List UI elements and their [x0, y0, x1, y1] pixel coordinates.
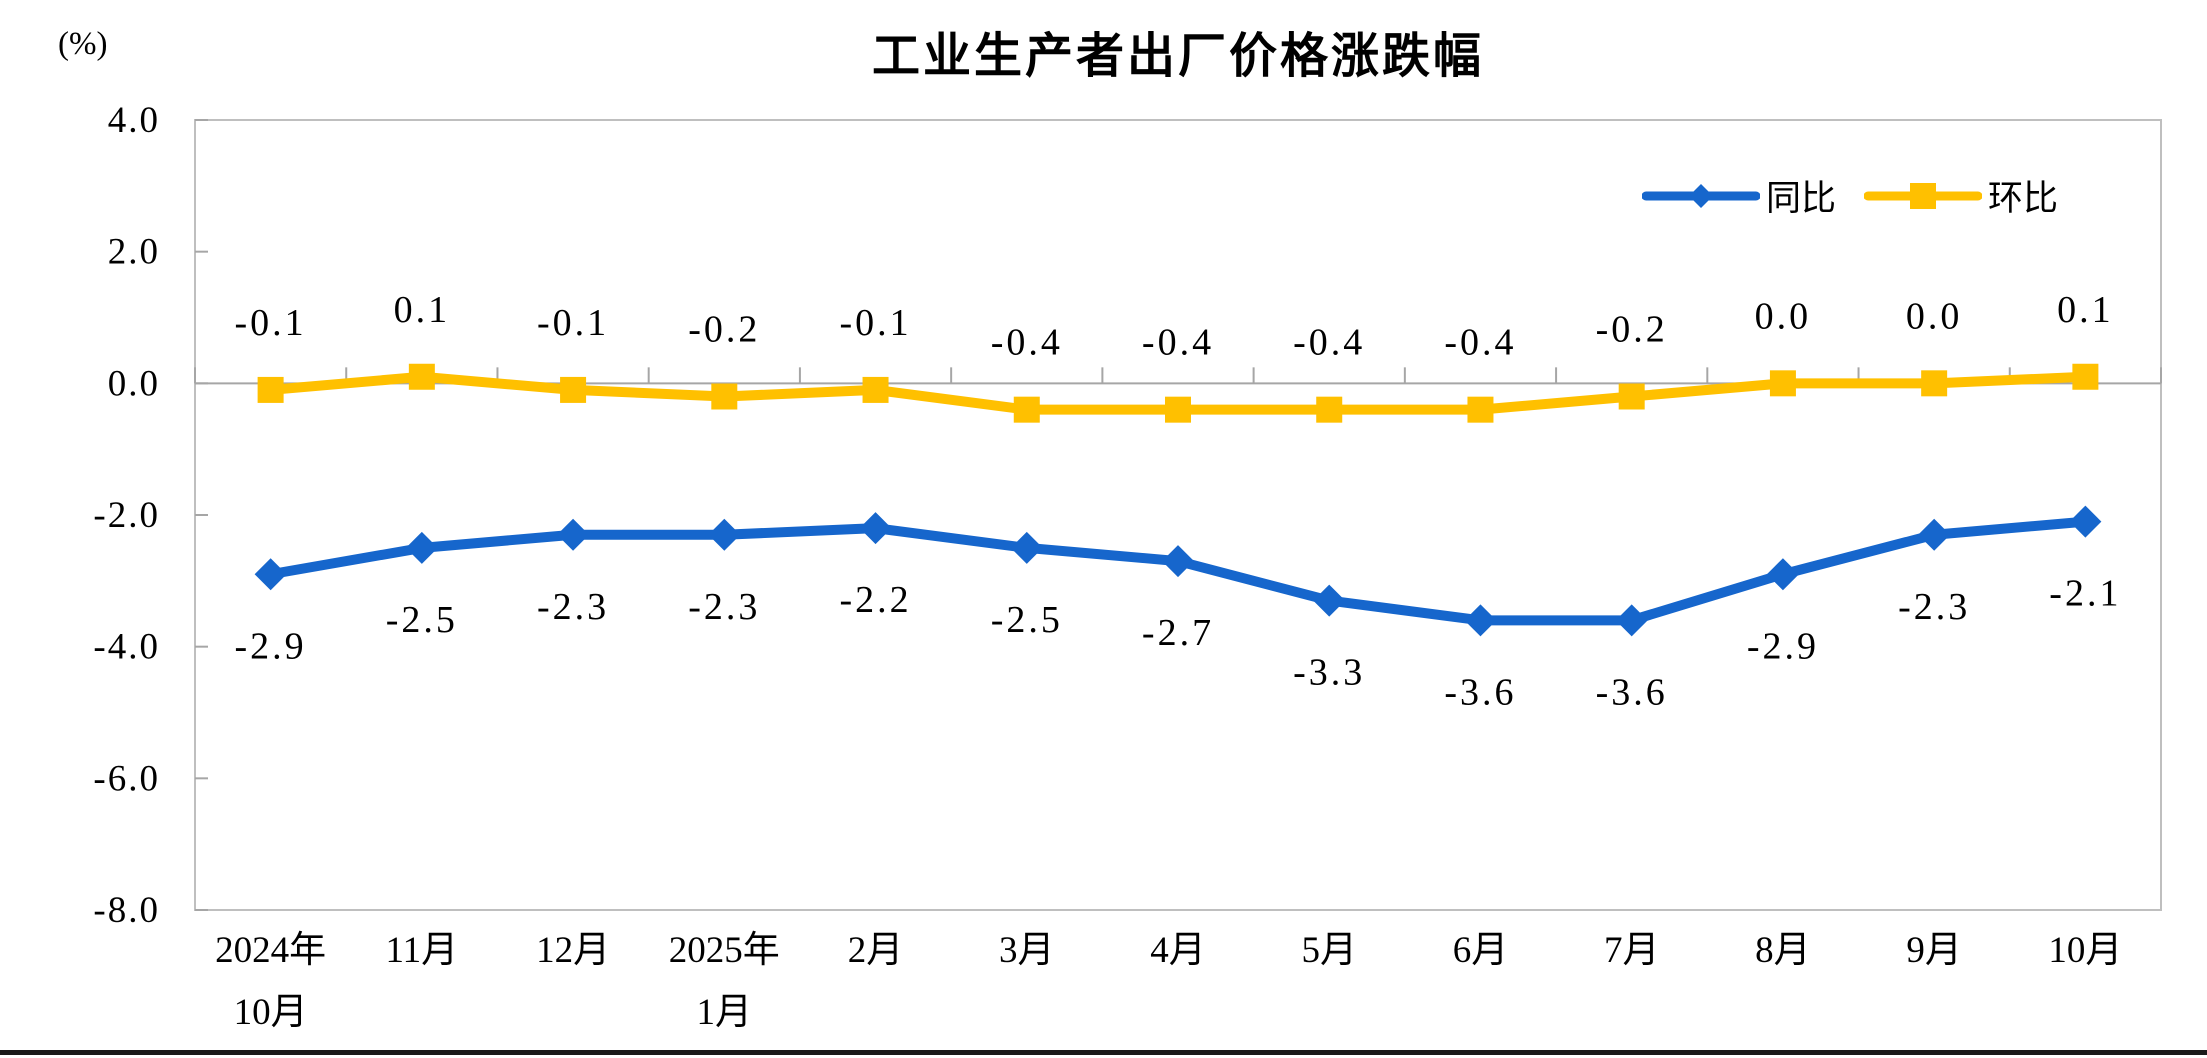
y-axis-label-2: 0.0 — [108, 363, 160, 404]
x-axis-label-0-line2: 10月 — [234, 992, 308, 1033]
marker-huanbi-10 — [1769, 370, 1796, 397]
y-axis-unit-label: (%) — [58, 26, 108, 62]
data-label-tongbi-6: -2.7 — [1142, 612, 1214, 654]
data-label-tongbi-3: -2.3 — [688, 586, 760, 628]
marker-huanbi-11 — [1921, 370, 1948, 397]
marker-huanbi-7 — [1316, 396, 1343, 423]
marker-tongbi-0 — [254, 558, 287, 591]
data-label-tongbi-5: -2.5 — [991, 599, 1063, 641]
y-axis-label-0: 4.0 — [108, 100, 160, 141]
marker-huanbi-1 — [408, 363, 435, 390]
x-axis-label-8: 6月 — [1453, 930, 1509, 971]
data-label-huanbi-10: 0.0 — [1755, 295, 1812, 337]
x-axis-label-3: 2025年 — [669, 929, 780, 971]
data-label-huanbi-4: -0.1 — [839, 302, 911, 344]
legend: 同比 环比 — [1642, 170, 2058, 221]
marker-huanbi-9 — [1618, 383, 1645, 410]
data-label-tongbi-9: -3.6 — [1596, 671, 1668, 713]
marker-huanbi-3 — [711, 383, 738, 410]
data-label-huanbi-1: 0.1 — [394, 289, 451, 331]
data-label-huanbi-2: -0.1 — [537, 302, 609, 344]
x-axis-label-2: 12月 — [536, 930, 610, 971]
legend-label-tongbi: 同比 — [1766, 179, 1837, 218]
plot-border — [194, 119, 2162, 911]
marker-huanbi-8 — [1467, 396, 1494, 423]
x-axis-label-11: 9月 — [1906, 930, 1962, 971]
data-label-tongbi-11: -2.3 — [1898, 586, 1970, 628]
y-axis-label-1: 2.0 — [108, 232, 160, 273]
data-label-huanbi-5: -0.4 — [991, 322, 1063, 364]
data-label-tongbi-2: -2.3 — [537, 586, 609, 628]
marker-tongbi-8 — [1464, 604, 1497, 637]
data-label-huanbi-12: 0.1 — [2057, 289, 2114, 331]
marker-tongbi-6 — [1162, 545, 1194, 578]
line-diamond-marker-icon — [1642, 183, 1760, 208]
data-label-huanbi-0: -0.1 — [235, 302, 307, 344]
marker-huanbi-12 — [2072, 363, 2099, 390]
legend-label-huanbi: 环比 — [1988, 179, 2059, 218]
x-axis-label-10: 8月 — [1755, 930, 1811, 971]
data-label-huanbi-7: -0.4 — [1293, 322, 1365, 364]
x-axis-label-1: 11月 — [386, 930, 459, 971]
x-axis-label-6: 4月 — [1150, 930, 1206, 971]
data-label-tongbi-0: -2.9 — [235, 625, 307, 667]
x-axis-label-9: 7月 — [1604, 930, 1660, 971]
marker-tongbi-4 — [859, 512, 892, 545]
y-axis-label-5: -6.0 — [93, 758, 160, 799]
marker-huanbi-5 — [1013, 396, 1040, 423]
data-label-tongbi-8: -3.6 — [1444, 671, 1516, 713]
x-axis-label-5: 3月 — [999, 930, 1055, 971]
marker-tongbi-12 — [2069, 505, 2102, 538]
marker-tongbi-7 — [1313, 584, 1346, 617]
marker-huanbi-0 — [257, 376, 284, 403]
bottom-divider — [0, 1050, 2207, 1055]
y-axis-label-4: -4.0 — [93, 627, 160, 668]
data-label-tongbi-4: -2.2 — [839, 579, 911, 621]
x-axis-label-3-line2: 1月 — [697, 992, 753, 1033]
marker-tongbi-3 — [708, 518, 741, 551]
x-axis-label-12: 10月 — [2048, 930, 2122, 971]
data-label-tongbi-7: -3.3 — [1293, 652, 1365, 694]
legend-item-tongbi: 同比 — [1642, 170, 1836, 221]
x-axis-label-0: 2024年 — [215, 929, 326, 971]
marker-tongbi-9 — [1615, 604, 1648, 637]
marker-tongbi-10 — [1766, 558, 1799, 591]
marker-huanbi-4 — [862, 376, 889, 403]
data-label-huanbi-9: -0.2 — [1596, 309, 1668, 351]
data-label-huanbi-11: 0.0 — [1906, 295, 1963, 337]
marker-tongbi-1 — [405, 531, 438, 564]
data-label-tongbi-1: -2.5 — [386, 599, 458, 641]
legend-item-huanbi: 环比 — [1864, 170, 2058, 221]
marker-huanbi-2 — [560, 376, 587, 403]
y-axis-label-6: -8.0 — [93, 890, 160, 931]
data-label-huanbi-6: -0.4 — [1142, 322, 1214, 364]
marker-tongbi-5 — [1010, 531, 1043, 564]
data-label-tongbi-12: -2.1 — [2049, 573, 2121, 615]
x-axis-label-7: 5月 — [1301, 930, 1357, 971]
line-square-marker-icon — [1864, 182, 1983, 209]
x-axis-label-4: 2月 — [848, 930, 904, 971]
marker-tongbi-2 — [557, 518, 590, 551]
data-label-huanbi-3: -0.2 — [688, 309, 760, 351]
chart-title: 工业生产者出厂价格涨跌幅 — [871, 30, 1484, 83]
data-label-huanbi-8: -0.4 — [1444, 322, 1516, 364]
marker-huanbi-6 — [1165, 396, 1191, 423]
data-label-tongbi-10: -2.9 — [1747, 625, 1819, 667]
marker-tongbi-11 — [1918, 518, 1951, 551]
y-axis-label-3: -2.0 — [93, 495, 160, 536]
